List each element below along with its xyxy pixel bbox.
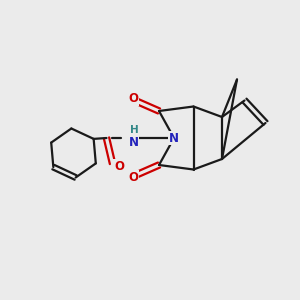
- Text: O: O: [114, 160, 124, 173]
- Text: N: N: [128, 136, 139, 149]
- Text: N: N: [169, 131, 179, 145]
- Text: O: O: [128, 92, 139, 105]
- Text: O: O: [128, 171, 139, 184]
- Text: H: H: [130, 124, 139, 135]
